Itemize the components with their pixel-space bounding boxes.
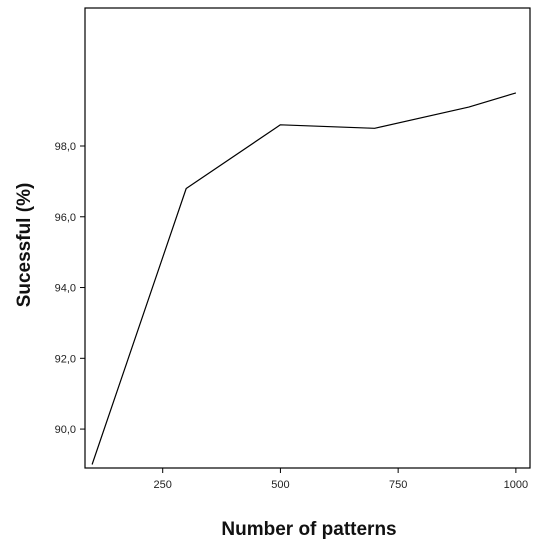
x-axis-title: Number of patterns bbox=[221, 519, 396, 540]
x-axis: 250 500 750 1000 bbox=[154, 468, 528, 491]
x-tick-label: 500 bbox=[271, 479, 289, 491]
x-tick-label: 250 bbox=[154, 479, 172, 491]
y-axis-title: Sucessful (%) bbox=[14, 183, 35, 308]
x-tick-label: 750 bbox=[389, 479, 407, 491]
y-tick-label: 98,0 bbox=[55, 141, 76, 153]
series-line bbox=[91, 92, 517, 465]
y-axis: 90,0 92,0 94,0 96,0 98,0 bbox=[55, 141, 85, 436]
y-tick-label: 96,0 bbox=[55, 212, 76, 224]
y-tick-label: 90,0 bbox=[55, 424, 76, 436]
series-layer bbox=[91, 92, 517, 465]
plot-background bbox=[85, 8, 530, 468]
x-tick-label: 1000 bbox=[504, 479, 528, 491]
plot-frame bbox=[84, 7, 531, 469]
y-tick-label: 92,0 bbox=[55, 353, 76, 365]
y-tick-label: 94,0 bbox=[55, 283, 76, 295]
